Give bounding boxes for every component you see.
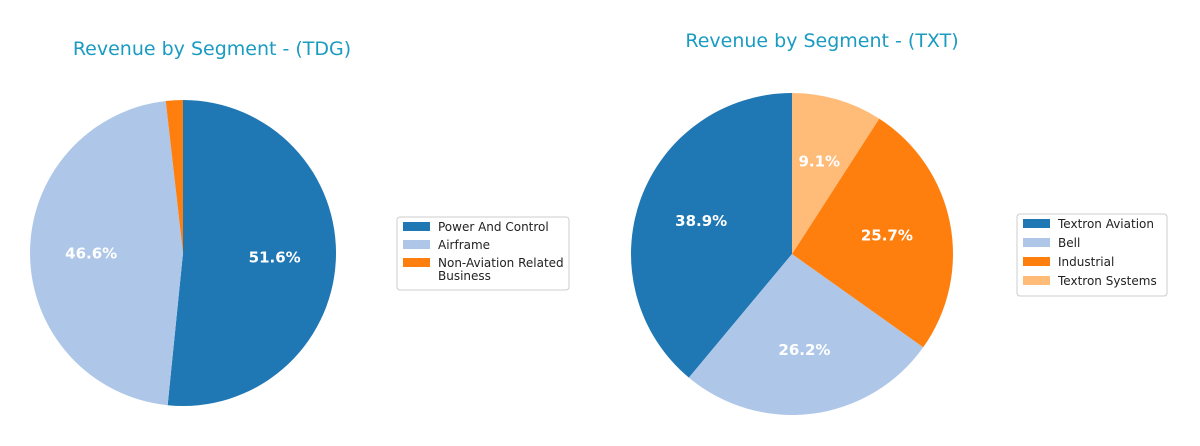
- legend-txt: Textron Aviation Bell Industrial Textron Sy…: [1016, 213, 1168, 297]
- legend-swatch-tdg-power-and-control: [403, 222, 430, 231]
- legend-swatch-txt-textron-aviation: [1023, 219, 1050, 228]
- pie-label-txt-textron-aviation: 38.9%: [675, 212, 727, 230]
- legend-swatch-txt-textron-systems: [1023, 276, 1050, 285]
- pie-label-txt-textron-systems: 9.1%: [798, 152, 840, 170]
- pie-labels-tdg: 51.6% 46.6%: [65, 245, 301, 267]
- pie-slice-tdg-non-aviation-related-business: [165, 100, 183, 253]
- pie-slices-txt: [630, 93, 953, 416]
- pie-label-tdg-airframe: 46.6%: [65, 245, 117, 263]
- legend-frame-txt: [1016, 213, 1168, 297]
- pie-label-txt-bell: 26.2%: [778, 341, 830, 359]
- legend-label-tdg-non-aviation-related-business: Non-Aviation Related Business: [438, 256, 564, 283]
- legend-swatch-txt-bell: [1023, 238, 1050, 247]
- legend-label-txt-textron-systems: Textron Systems: [1057, 274, 1157, 288]
- legend-swatch-txt-industrial: [1023, 257, 1050, 266]
- legend-frame-tdg: [396, 216, 570, 291]
- legend-tdg: Power And Control Airframe Non-Aviation Re…: [396, 216, 570, 291]
- legend-label-tdg-airframe: Airframe: [438, 238, 490, 252]
- pie-slice-txt-bell: [688, 254, 924, 416]
- pie-slice-txt-textron-aviation: [630, 93, 792, 378]
- pie-slice-txt-industrial: [792, 118, 953, 348]
- pie-slice-txt-textron-systems: [792, 93, 880, 254]
- pie-slices-tdg: [29, 100, 337, 406]
- legend-label-txt-bell: Bell: [1058, 236, 1080, 250]
- chart-title-txt: Revenue by Segment - (TXT): [685, 30, 958, 52]
- pie-chart-tdg: Revenue by Segment - (TDG) 51.6% 46.6% Po…: [29, 38, 570, 406]
- pie-slice-tdg-airframe: [29, 100, 183, 406]
- pie-label-tdg-power-and-control: 51.6%: [249, 249, 301, 267]
- pie-chart-txt: Revenue by Segment - (TXT) 38.9% 26.2% 25.…: [630, 30, 1168, 416]
- pie-label-txt-industrial: 25.7%: [861, 227, 913, 245]
- legend-swatch-tdg-non-aviation-related-business: [403, 258, 430, 267]
- legend-label-txt-industrial: Industrial: [1058, 255, 1114, 269]
- legend-swatch-tdg-airframe: [403, 240, 430, 249]
- pie-labels-txt: 38.9% 26.2% 25.7% 9.1%: [675, 152, 913, 358]
- chart-title-tdg: Revenue by Segment - (TDG): [73, 38, 351, 60]
- pie-slice-tdg-power-and-control: [167, 100, 337, 406]
- legend-label-txt-textron-aviation: Textron Aviation: [1057, 217, 1154, 231]
- legend-label-tdg-power-and-control: Power And Control: [438, 220, 549, 234]
